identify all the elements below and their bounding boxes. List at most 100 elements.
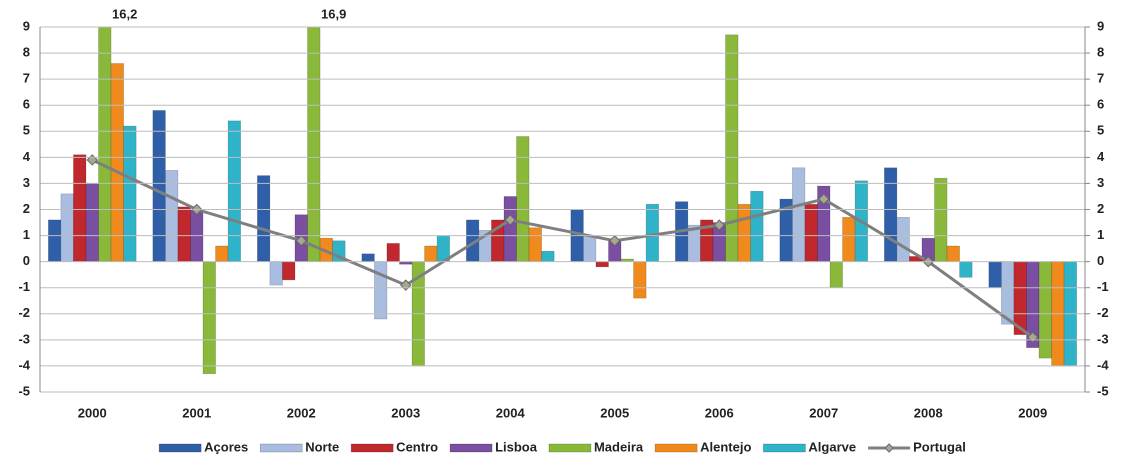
bar <box>374 261 388 320</box>
y2-tick-label: 4 <box>1097 149 1105 164</box>
legend-marker <box>884 443 894 453</box>
y-tick-label: 7 <box>23 71 30 86</box>
legend-label: Norte <box>305 439 339 454</box>
bar <box>737 203 751 262</box>
bar <box>541 250 555 262</box>
y2-tick-label: 3 <box>1097 175 1104 190</box>
x-tick-label: 2007 <box>809 405 838 420</box>
legend-label: Portugal <box>913 439 966 454</box>
y2-tick-label: -3 <box>1097 331 1109 346</box>
y-tick-label: 2 <box>23 201 30 216</box>
x-tick-label: 2005 <box>600 405 629 420</box>
bar <box>60 193 74 262</box>
x-tick-label: 2008 <box>914 405 943 420</box>
y2-tick-label: 7 <box>1097 71 1104 86</box>
bar <box>959 261 973 278</box>
bar <box>792 167 806 262</box>
bar <box>177 206 191 262</box>
legend-swatch <box>259 443 303 453</box>
bar <box>1038 261 1052 359</box>
bar <box>110 63 124 262</box>
line-marker <box>713 219 725 231</box>
line-marker <box>609 235 621 247</box>
bar <box>896 217 910 262</box>
bar <box>934 177 948 262</box>
bar <box>946 245 960 262</box>
bar <box>595 261 609 268</box>
bar <box>215 245 229 262</box>
y2-tick-label: 0 <box>1097 253 1104 268</box>
legend-label: Alentejo <box>700 439 751 454</box>
y-tick-label: 9 <box>23 18 30 33</box>
bar <box>750 190 764 262</box>
x-tick-label: 2001 <box>182 405 211 420</box>
y-tick-label: -2 <box>18 305 30 320</box>
y-tick-label: -1 <box>18 279 30 294</box>
legend-label: Madeira <box>594 439 644 454</box>
line <box>91 158 1034 339</box>
y2-tick-label: -4 <box>1097 357 1109 372</box>
y2-tick-label: 6 <box>1097 97 1104 112</box>
y-tick-label: 0 <box>23 253 30 268</box>
bar <box>988 261 1002 289</box>
x-tick-label: 2004 <box>496 405 526 420</box>
y2-tick-label: 2 <box>1097 201 1104 216</box>
plot-area <box>48 27 1077 375</box>
bar <box>386 243 400 262</box>
bar <box>725 34 739 262</box>
bar <box>516 136 530 262</box>
y2-tick-label: 8 <box>1097 45 1104 60</box>
y-tick-label: 8 <box>23 45 30 60</box>
bar <box>842 217 856 262</box>
bar <box>257 175 271 262</box>
legend-swatch <box>158 443 202 453</box>
y-tick-label: 1 <box>23 227 30 242</box>
legend-swatch <box>763 443 806 453</box>
x-tick-label: 2006 <box>705 405 734 420</box>
legend: Açores Norte Centro Lisboa Madeira Alentejo Al… <box>158 439 966 454</box>
bar <box>123 125 137 262</box>
bar <box>645 203 659 262</box>
bar <box>202 261 216 375</box>
y2-tick-label: -5 <box>1097 383 1109 398</box>
bar <box>165 170 179 262</box>
bar <box>269 261 283 286</box>
bar <box>48 219 62 262</box>
y2-tick-label: 9 <box>1097 18 1104 33</box>
y2-tick-label: -1 <box>1097 279 1109 294</box>
data-label: 16,9 <box>321 6 346 21</box>
line-marker <box>86 154 98 166</box>
line-marker <box>504 214 516 226</box>
line-marker <box>818 193 830 205</box>
bar <box>85 183 99 262</box>
bar <box>804 203 818 262</box>
legend-label: Algarve <box>808 439 856 454</box>
bar <box>227 120 241 262</box>
y2-tick-label: 1 <box>1097 227 1104 242</box>
y-tick-label: -5 <box>18 383 30 398</box>
bar <box>829 261 843 289</box>
y-tick-label: -3 <box>18 331 30 346</box>
legend-label: Lisboa <box>495 439 538 454</box>
y-tick-label: 5 <box>23 123 30 138</box>
legend-swatch <box>548 443 592 453</box>
x-tick-label: 2000 <box>78 405 107 420</box>
line-marker <box>295 235 307 247</box>
y2-tick-label: 5 <box>1097 123 1104 138</box>
bar <box>633 261 647 299</box>
legend-swatch <box>654 443 698 453</box>
x-tick-label: 2009 <box>1018 405 1047 420</box>
bar <box>884 167 898 262</box>
x-tick-label: 2002 <box>287 405 316 420</box>
y-tick-label: -4 <box>18 357 30 372</box>
legend-label: Centro <box>396 439 438 454</box>
x-tick-label: 2003 <box>391 405 420 420</box>
bar <box>583 235 597 262</box>
legend-label: Açores <box>204 439 248 454</box>
y-tick-label: 4 <box>23 149 31 164</box>
data-label: 16,2 <box>112 6 137 21</box>
legend-swatch <box>350 443 394 453</box>
bar <box>282 261 296 281</box>
y-tick-label: 6 <box>23 97 30 112</box>
